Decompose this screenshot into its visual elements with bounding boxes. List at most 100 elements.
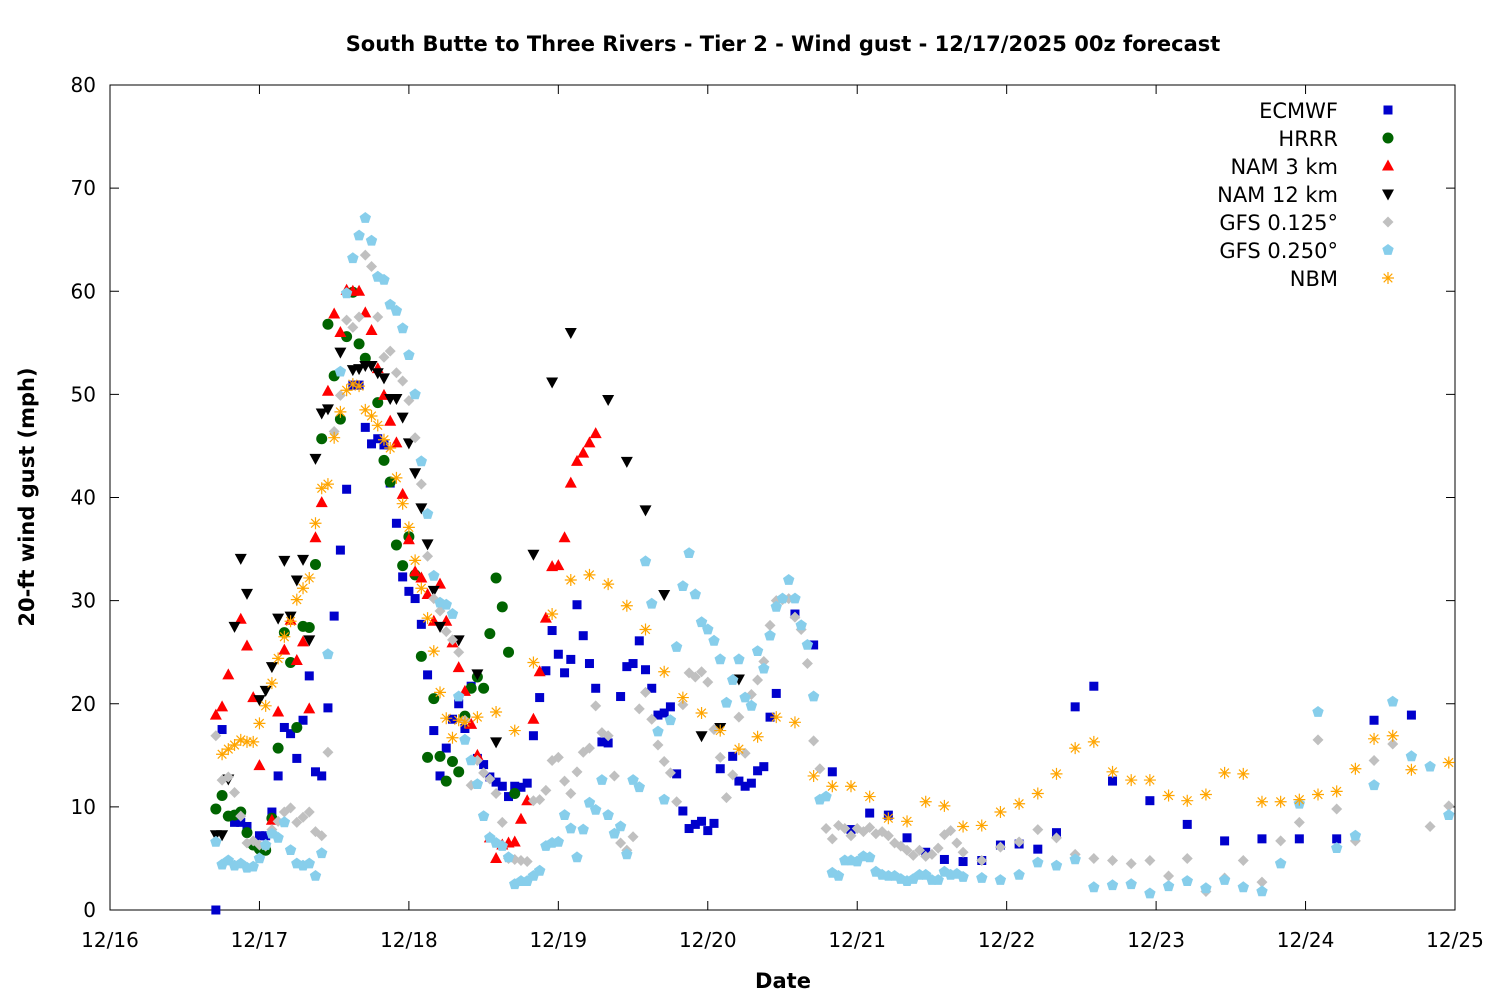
data-point xyxy=(440,598,452,610)
data-point xyxy=(316,433,328,445)
data-point xyxy=(390,367,402,379)
data-point xyxy=(820,790,832,802)
data-point xyxy=(1218,874,1231,885)
data-point xyxy=(359,249,371,261)
data-point xyxy=(1406,710,1416,720)
legend-marker-triangle-up-icon xyxy=(1382,159,1394,171)
data-point xyxy=(297,635,310,647)
data-point xyxy=(396,412,409,424)
data-point xyxy=(994,874,1007,885)
data-point xyxy=(932,842,944,854)
data-point xyxy=(297,554,310,566)
data-point xyxy=(1070,702,1080,712)
data-point xyxy=(1125,878,1137,890)
data-point xyxy=(396,487,409,499)
data-point xyxy=(608,770,620,782)
data-point xyxy=(845,830,857,842)
data-point xyxy=(565,822,577,834)
data-point xyxy=(1293,816,1305,828)
data-point xyxy=(240,639,253,651)
data-point xyxy=(770,711,783,724)
data-point xyxy=(621,848,633,860)
data-point xyxy=(465,754,477,766)
data-point xyxy=(1387,738,1399,750)
data-point xyxy=(490,787,502,799)
data-point xyxy=(597,737,607,747)
data-point xyxy=(1163,870,1175,882)
data-point xyxy=(553,649,563,659)
data-point xyxy=(646,713,658,725)
data-point xyxy=(602,730,614,742)
data-point xyxy=(228,621,241,633)
data-point xyxy=(228,739,241,751)
data-point xyxy=(827,767,837,777)
data-point xyxy=(932,874,944,885)
data-point xyxy=(471,669,484,681)
legend-marker-asterisk-icon xyxy=(1382,272,1394,284)
data-point xyxy=(1069,742,1082,755)
data-point xyxy=(316,830,328,842)
data-point xyxy=(322,318,334,330)
data-point xyxy=(727,769,739,781)
data-point xyxy=(634,636,644,646)
data-point xyxy=(334,347,347,359)
data-point xyxy=(665,702,675,712)
data-point xyxy=(653,710,663,720)
data-point xyxy=(458,716,471,729)
data-point xyxy=(647,683,657,693)
data-point xyxy=(788,716,801,729)
data-point xyxy=(334,389,346,401)
data-point xyxy=(633,781,645,793)
data-point xyxy=(620,599,633,612)
data-point xyxy=(913,844,925,856)
data-point xyxy=(522,778,532,788)
data-points xyxy=(209,212,1455,915)
data-point xyxy=(1443,809,1455,820)
data-point xyxy=(396,497,409,510)
data-point xyxy=(210,835,222,847)
data-point xyxy=(702,623,714,635)
data-point xyxy=(1386,729,1399,742)
data-point xyxy=(528,731,538,741)
data-point xyxy=(253,852,266,864)
data-point xyxy=(640,686,652,698)
data-point xyxy=(377,433,390,446)
data-point xyxy=(1443,800,1455,812)
data-point xyxy=(321,478,334,491)
data-point xyxy=(541,666,551,676)
data-point xyxy=(402,533,415,545)
data-point xyxy=(273,771,283,781)
data-point xyxy=(415,571,428,583)
data-point xyxy=(902,833,912,843)
data-point xyxy=(353,229,365,241)
data-point xyxy=(1424,760,1436,772)
data-point xyxy=(540,784,552,796)
data-point xyxy=(1349,762,1362,775)
data-point xyxy=(298,715,308,725)
data-point xyxy=(378,273,390,285)
data-point xyxy=(286,729,296,739)
x-tick-label: 12/21 xyxy=(828,928,886,952)
data-point xyxy=(272,705,285,717)
data-point xyxy=(391,518,401,528)
data-point xyxy=(583,796,596,808)
data-point xyxy=(490,851,503,863)
data-point xyxy=(671,796,683,808)
data-point xyxy=(1125,774,1138,787)
data-point xyxy=(334,405,347,418)
data-point xyxy=(715,764,725,774)
data-point xyxy=(496,840,508,851)
data-point xyxy=(533,864,546,876)
data-point xyxy=(546,377,559,389)
data-point xyxy=(359,306,372,318)
data-point xyxy=(477,810,490,821)
data-point xyxy=(1145,796,1155,806)
data-point xyxy=(284,844,297,855)
data-point xyxy=(403,349,415,360)
data-point xyxy=(565,787,577,799)
data-point xyxy=(1182,819,1192,829)
data-point xyxy=(409,565,422,577)
data-point xyxy=(527,656,540,669)
data-point xyxy=(689,588,701,600)
data-point xyxy=(1255,795,1268,808)
